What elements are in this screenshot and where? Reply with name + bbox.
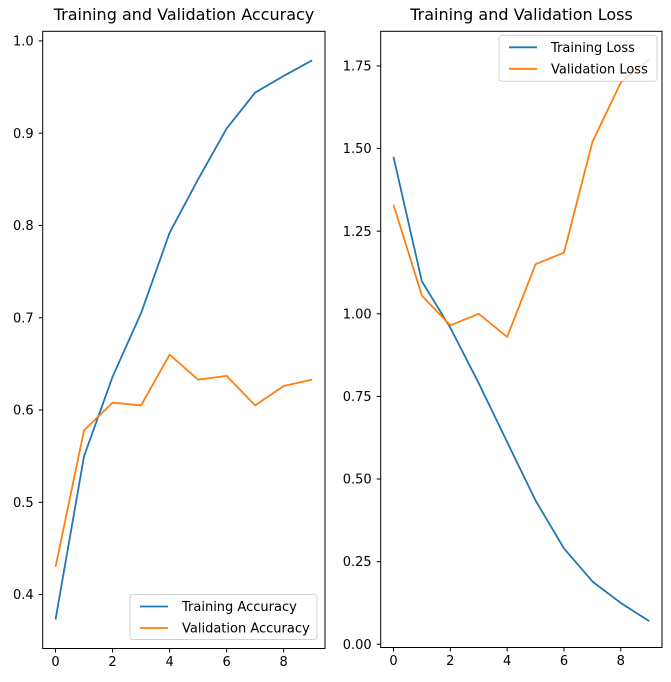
y-tick-label: 0.00 (343, 638, 372, 653)
y-tick-label: 1.75 (343, 60, 372, 75)
x-tick-label: 2 (446, 654, 454, 669)
y-tick-label: 0.25 (343, 555, 372, 570)
validation-accuracy-line (54, 353, 313, 568)
axes-background (42, 31, 325, 649)
legend: Training Accuracy Validation Accuracy (129, 594, 318, 640)
accuracy-chart-title: Training and Validation Accuracy (53, 5, 315, 24)
y-tick-label: 0.4 (13, 588, 34, 603)
y-tick-label: 0.75 (343, 390, 372, 405)
y-tick-label: 1.0 (13, 34, 34, 49)
x-tick-label: 8 (617, 654, 625, 669)
x-tick-label: 6 (560, 654, 568, 669)
y-tick-label: 1.25 (343, 225, 372, 240)
loss-chart-title: Training and Validation Loss (410, 5, 633, 24)
validation-loss-line (392, 58, 650, 338)
y-tick-label: 0.9 (13, 127, 34, 142)
x-axis: 0 2 4 6 8 (389, 647, 625, 669)
x-axis: 0 2 4 6 8 (51, 648, 288, 670)
training-and-validation-loss-plot: 0 2 4 6 8 0.00 0.25 0.50 0.75 1.00 1.25 1.50 1.75 Tra… (343, 30, 663, 669)
axes-border (380, 30, 663, 649)
x-tick-label: 8 (280, 655, 288, 670)
x-tick-label: 2 (108, 655, 116, 670)
y-tick-label: 0.6 (13, 404, 34, 419)
y-axis: 0.4 0.5 0.6 0.7 0.8 0.9 1.0 (13, 34, 43, 603)
y-tick-label: 1.50 (343, 142, 372, 157)
legend-frame (498, 34, 658, 82)
y-tick-label: 0.5 (13, 496, 34, 511)
x-tick-label: 0 (389, 654, 397, 669)
x-tick-label: 4 (503, 654, 511, 669)
y-tick-label: 0.7 (13, 311, 34, 326)
x-tick-label: 0 (51, 655, 59, 670)
legend-label: Training Accuracy (181, 600, 297, 615)
training-loss-line (392, 156, 650, 622)
axes-background (380, 31, 662, 648)
y-axis: 0.00 0.25 0.50 0.75 1.00 1.25 1.50 1.75 (343, 60, 381, 653)
legend-label: Validation Accuracy (182, 622, 310, 637)
x-tick-label: 4 (165, 655, 173, 670)
y-tick-label: 1.00 (343, 307, 372, 322)
legend-frame (129, 594, 318, 640)
legend: Training Loss Validation Loss (498, 34, 658, 82)
x-tick-label: 6 (222, 655, 230, 670)
legend-label: Validation Loss (551, 62, 648, 77)
y-tick-label: 0.50 (343, 473, 372, 488)
legend-label: Training Loss (550, 41, 635, 56)
training-and-validation-accuracy-plot: 0 2 4 6 8 0.4 0.5 0.6 0.7 0.8 0.9 1.0 Training Accur… (13, 30, 326, 670)
axes-border (42, 30, 326, 650)
y-tick-label: 0.8 (13, 219, 34, 234)
